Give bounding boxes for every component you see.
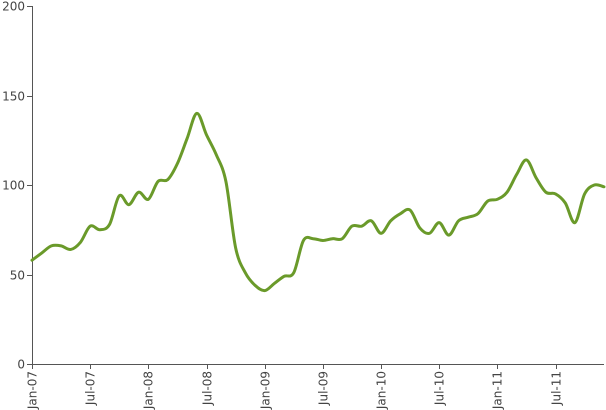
y-tick-label: 50 (10, 269, 25, 283)
x-tick-label: Jul-09 (317, 371, 331, 406)
x-tick-label: Jan-11 (491, 371, 505, 410)
x-tick-label: Jan-08 (142, 371, 156, 410)
y-tick-label: 150 (2, 90, 25, 104)
x-axis: Jan-07 Jul-07 Jan-08 Jul-08 Jan-09 Jul-09 Jan-… (26, 364, 604, 410)
x-tick-label: Jan-09 (259, 371, 273, 410)
x-tick-label: Jul-08 (201, 371, 215, 406)
x-tick-label: Jul-11 (550, 371, 564, 406)
x-tick-label: Jul-07 (84, 371, 98, 406)
y-tick-label: 100 (2, 179, 25, 193)
y-tick-label: 200 (2, 0, 25, 14)
series-layer (30, 111, 606, 293)
x-tick-label: Jul-10 (433, 371, 447, 406)
x-tick-label: Jan-07 (26, 371, 40, 410)
y-axis: 0 50 100 150 200 (2, 0, 33, 372)
x-tick-label: Jan-10 (375, 371, 389, 410)
series-line (30, 111, 606, 293)
y-tick-label: 0 (17, 358, 25, 372)
